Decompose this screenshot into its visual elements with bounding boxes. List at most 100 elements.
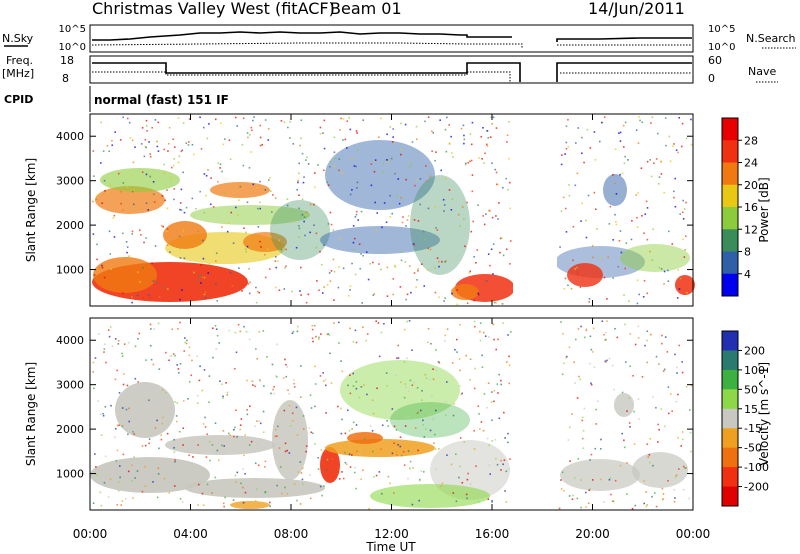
heatmap-pixel [255, 301, 258, 304]
heatmap-pixel [252, 119, 254, 122]
heatmap-pixel [219, 380, 221, 383]
heatmap-pixel [319, 133, 322, 135]
heatmap-pixel [471, 121, 474, 124]
heatmap-pixel [346, 463, 348, 466]
heatmap-pixel [649, 159, 651, 161]
heatmap-pixel [122, 453, 125, 456]
heatmap-pixel [128, 121, 131, 124]
heatmap-pixel [487, 253, 490, 255]
heatmap-pixel [184, 341, 186, 344]
heatmap-pixel [433, 442, 435, 444]
heatmap-pixel [456, 351, 458, 353]
heatmap-pixel [95, 466, 97, 468]
heatmap-pixel [178, 155, 181, 158]
heatmap-pixel [580, 506, 582, 509]
heatmap-pixel [380, 331, 383, 334]
heatmap-pixel [452, 492, 455, 494]
heatmap-pixel [134, 487, 136, 490]
heatmap-pixel [274, 197, 277, 199]
heatmap-pixel [269, 505, 272, 508]
heatmap-pixel [405, 178, 407, 181]
heatmap-pixel [313, 324, 316, 327]
heatmap-pixel [111, 144, 114, 146]
heatmap-pixel [444, 128, 447, 131]
heatmap-pixel [469, 160, 471, 163]
heatmap-pixel [299, 290, 301, 292]
heatmap-pixel [298, 207, 300, 210]
heatmap-pixel [259, 180, 261, 183]
heatmap-pixel [423, 436, 426, 438]
heatmap-pixel [133, 456, 135, 458]
colorbar-tick-label: -200 [744, 481, 769, 494]
heatmap-pixel [165, 351, 167, 354]
heatmap-pixel [392, 293, 395, 296]
heatmap-pixel [327, 333, 329, 335]
heatmap-pixel [475, 465, 477, 467]
heatmap-pixel [313, 203, 315, 206]
heatmap-pixel [319, 250, 321, 253]
heatmap-pixel [400, 251, 403, 254]
heatmap-pixel [415, 179, 418, 182]
heatmap-pixel [409, 460, 412, 463]
heatmap-pixel [286, 492, 289, 495]
heatmap-pixel [505, 470, 508, 473]
heatmap-pixel [492, 273, 494, 275]
heatmap-pixel [396, 357, 398, 360]
heatmap-pixel [641, 215, 643, 217]
heatmap-pixel [354, 329, 357, 332]
heatmap-pixel [646, 339, 648, 342]
heatmap-pixel [379, 268, 382, 271]
colorbar-swatch [722, 162, 738, 186]
heatmap-pixel [361, 302, 363, 304]
heatmap-pixel [243, 325, 245, 328]
heatmap-pixel [145, 202, 148, 204]
heatmap-pixel [646, 361, 648, 364]
heatmap-pixel [634, 504, 637, 507]
heatmap-pixel [400, 122, 402, 125]
heatmap-pixel [608, 223, 611, 225]
heatmap-pixel [404, 383, 407, 385]
heatmap-pixel [200, 274, 202, 277]
heatmap-pixel [302, 428, 305, 430]
heatmap-pixel [299, 503, 302, 505]
heatmap-pixel [218, 342, 221, 344]
heatmap-pixel [202, 257, 205, 260]
heatmap-pixel [494, 168, 497, 171]
heatmap-pixel [565, 231, 568, 233]
colorbar-tick-label: 28 [744, 134, 758, 147]
heatmap-pixel [314, 186, 316, 189]
heatmap-pixel [202, 239, 204, 242]
heatmap-pixel [582, 429, 585, 432]
heatmap-pixel [198, 275, 200, 278]
heatmap-pixel [229, 158, 232, 161]
heatmap-pixel [92, 150, 95, 152]
heatmap-pixel [148, 399, 150, 402]
heatmap-pixel [168, 491, 171, 494]
heatmap-pixel [483, 223, 486, 226]
heatmap-pixel [473, 320, 476, 323]
colorbar-swatch [722, 140, 738, 163]
heatmap-pixel [293, 382, 296, 385]
colorbar-tick-label: 15 [744, 403, 758, 416]
heatmap-pixel [417, 268, 419, 270]
heatmap-pixel [127, 341, 130, 344]
heatmap-pixel [208, 375, 211, 377]
heatmap-pixel [223, 192, 226, 195]
heatmap-pixel [344, 432, 347, 435]
heatmap-pixel [247, 282, 250, 285]
heatmap-pixel [103, 348, 106, 350]
heatmap-pixel [315, 335, 317, 338]
heatmap-pixel [177, 117, 180, 119]
freq-tick-bottom: 8 [62, 72, 69, 85]
heatmap-pixel [221, 170, 223, 173]
heatmap-pixel [399, 286, 402, 288]
heatmap-pixel [422, 424, 425, 426]
heatmap-pixel [614, 213, 616, 216]
heatmap-pixel [619, 464, 622, 467]
heatmap-pixel [312, 432, 314, 435]
heatmap-pixel [675, 366, 678, 369]
heatmap-pixel [461, 481, 464, 484]
heatmap-pixel [495, 348, 498, 351]
heatmap-pixel [295, 246, 298, 249]
heatmap-pixel [690, 143, 693, 146]
